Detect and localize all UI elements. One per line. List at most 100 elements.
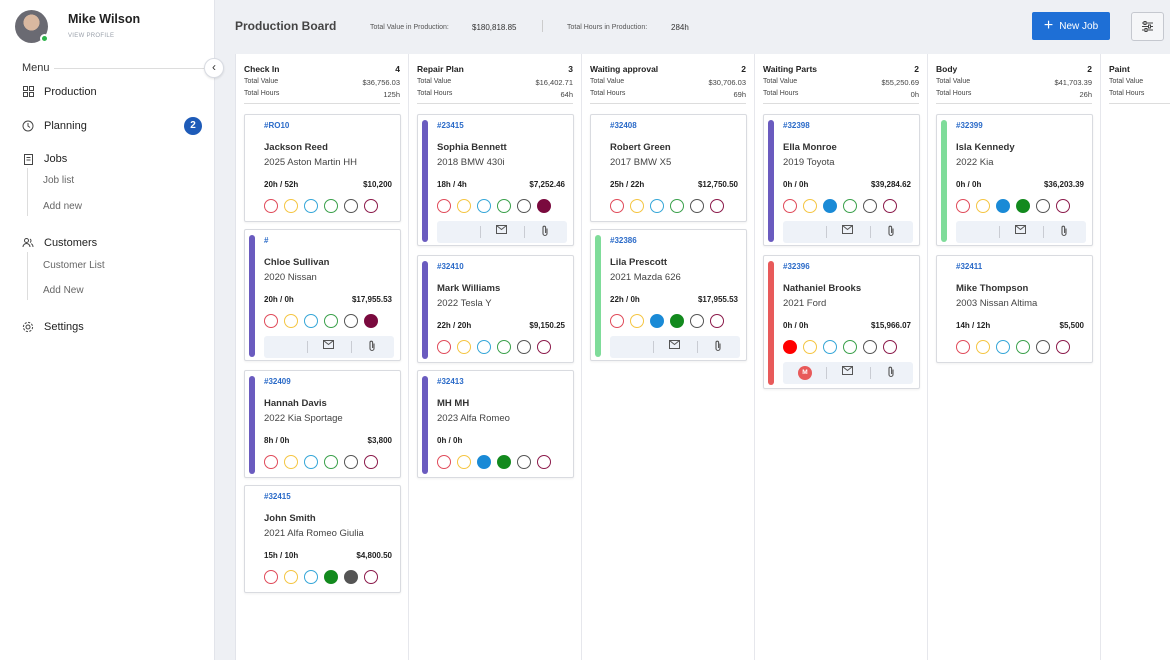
status-dot[interactable]: [956, 199, 970, 213]
status-dot[interactable]: [610, 199, 624, 213]
paperclip-icon[interactable]: [541, 225, 549, 242]
status-dot[interactable]: [976, 199, 990, 213]
repair-order-number[interactable]: #32386: [610, 236, 637, 245]
collapse-sidebar-button[interactable]: ‹: [204, 58, 224, 78]
sidebar-item-production[interactable]: Production: [22, 86, 97, 98]
status-dot[interactable]: [264, 455, 278, 469]
status-dot[interactable]: [823, 340, 837, 354]
repair-order-number[interactable]: #32410: [437, 262, 464, 271]
sidebar-item-add-new-job[interactable]: Add new: [43, 201, 82, 212]
status-dot[interactable]: [497, 199, 511, 213]
status-dot[interactable]: [783, 199, 797, 213]
status-dot[interactable]: [497, 340, 511, 354]
job-card[interactable]: #32409 Hannah Davis 2022 Kia Sportage 8h / …: [244, 370, 401, 478]
status-dot[interactable]: [457, 199, 471, 213]
job-card[interactable]: #32399 Isla Kennedy 2022 Kia 0h / 0h $36,203…: [936, 114, 1093, 246]
sidebar-item-customers[interactable]: Customers: [22, 237, 97, 249]
mail-icon[interactable]: [669, 340, 680, 354]
assignee-avatar[interactable]: M: [798, 366, 812, 380]
repair-order-number[interactable]: #32408: [610, 121, 637, 130]
profile[interactable]: Mike Wilson VIEW PROFILE: [15, 10, 140, 43]
job-card[interactable]: #32413 MH MH 2023 Alfa Romeo 0h / 0h: [417, 370, 574, 478]
job-card[interactable]: #32398 Ella Monroe 2019 Toyota 0h / 0h $39,2…: [763, 114, 920, 246]
status-dot[interactable]: [364, 455, 378, 469]
status-dot[interactable]: [610, 314, 624, 328]
repair-order-number[interactable]: #: [264, 236, 269, 245]
repair-order-number[interactable]: #32399: [956, 121, 983, 130]
status-dot[interactable]: [1056, 199, 1070, 213]
job-card[interactable]: # Chloe Sullivan 2020 Nissan 20h / 0h $17,95…: [244, 229, 401, 361]
status-dot[interactable]: [996, 199, 1010, 213]
new-job-button[interactable]: + New Job: [1032, 12, 1110, 40]
mail-icon[interactable]: [323, 340, 334, 354]
status-dot[interactable]: [650, 199, 664, 213]
status-dot[interactable]: [304, 570, 318, 584]
status-dot[interactable]: [843, 340, 857, 354]
status-dot[interactable]: [324, 199, 338, 213]
status-dot[interactable]: [304, 314, 318, 328]
paperclip-icon[interactable]: [887, 225, 895, 242]
status-dot[interactable]: [823, 199, 837, 213]
status-dot[interactable]: [803, 199, 817, 213]
status-dot[interactable]: [863, 199, 877, 213]
status-dot[interactable]: [1056, 340, 1070, 354]
job-card[interactable]: #32415 John Smith 2021 Alfa Romeo Giulia 15…: [244, 485, 401, 593]
repair-order-number[interactable]: #23415: [437, 121, 464, 130]
repair-order-number[interactable]: #32398: [783, 121, 810, 130]
status-dot[interactable]: [690, 199, 704, 213]
status-dot[interactable]: [284, 199, 298, 213]
status-dot[interactable]: [1036, 199, 1050, 213]
status-dot[interactable]: [477, 340, 491, 354]
job-card[interactable]: #32386 Lila Prescott 2021 Mazda 626 22h / 0…: [590, 229, 747, 361]
mail-icon[interactable]: [842, 366, 853, 380]
sidebar-item-settings[interactable]: Settings: [22, 321, 84, 333]
status-dot[interactable]: [437, 455, 451, 469]
status-dot[interactable]: [344, 199, 358, 213]
paperclip-icon[interactable]: [1060, 225, 1068, 242]
status-dot[interactable]: [364, 314, 378, 328]
status-dot[interactable]: [477, 455, 491, 469]
status-dot[interactable]: [710, 314, 724, 328]
repair-order-number[interactable]: #RO10: [264, 121, 290, 130]
avatar[interactable]: [15, 10, 49, 43]
status-dot[interactable]: [803, 340, 817, 354]
status-dot[interactable]: [517, 340, 531, 354]
status-dot[interactable]: [304, 199, 318, 213]
mail-icon[interactable]: [1015, 225, 1026, 239]
status-dot[interactable]: [497, 455, 511, 469]
status-dot[interactable]: [1016, 199, 1030, 213]
job-card[interactable]: #32408 Robert Green 2017 BMW X5 25h / 22h $1…: [590, 114, 747, 222]
status-dot[interactable]: [284, 570, 298, 584]
status-dot[interactable]: [324, 570, 338, 584]
status-dot[interactable]: [517, 199, 531, 213]
status-dot[interactable]: [457, 340, 471, 354]
sidebar-item-planning[interactable]: Planning: [22, 120, 87, 132]
status-dot[interactable]: [670, 314, 684, 328]
status-dot[interactable]: [344, 455, 358, 469]
status-dot[interactable]: [670, 199, 684, 213]
status-dot[interactable]: [650, 314, 664, 328]
status-dot[interactable]: [710, 199, 724, 213]
mail-icon[interactable]: [496, 225, 507, 239]
status-dot[interactable]: [457, 455, 471, 469]
status-dot[interactable]: [264, 570, 278, 584]
status-dot[interactable]: [284, 314, 298, 328]
sidebar-item-jobs[interactable]: Jobs: [22, 153, 67, 165]
repair-order-number[interactable]: #32411: [956, 262, 983, 271]
status-dot[interactable]: [883, 199, 897, 213]
status-dot[interactable]: [264, 199, 278, 213]
status-dot[interactable]: [364, 199, 378, 213]
repair-order-number[interactable]: #32413: [437, 377, 464, 386]
status-dot[interactable]: [1036, 340, 1050, 354]
sidebar-item-add-new-customer[interactable]: Add New: [43, 285, 84, 296]
status-dot[interactable]: [364, 570, 378, 584]
view-profile-link[interactable]: VIEW PROFILE: [68, 33, 115, 39]
status-dot[interactable]: [284, 455, 298, 469]
mail-icon[interactable]: [842, 225, 853, 239]
status-dot[interactable]: [863, 340, 877, 354]
job-card[interactable]: #RO10 Jackson Reed 2025 Aston Martin HH 20h…: [244, 114, 401, 222]
job-card[interactable]: #32410 Mark Williams 2022 Tesla Y 22h / 20h…: [417, 255, 574, 363]
job-card[interactable]: #23415 Sophia Bennett 2018 BMW 430i 18h / 4…: [417, 114, 574, 246]
repair-order-number[interactable]: #32409: [264, 377, 291, 386]
job-card[interactable]: #32411 Mike Thompson 2003 Nissan Altima 14h…: [936, 255, 1093, 363]
